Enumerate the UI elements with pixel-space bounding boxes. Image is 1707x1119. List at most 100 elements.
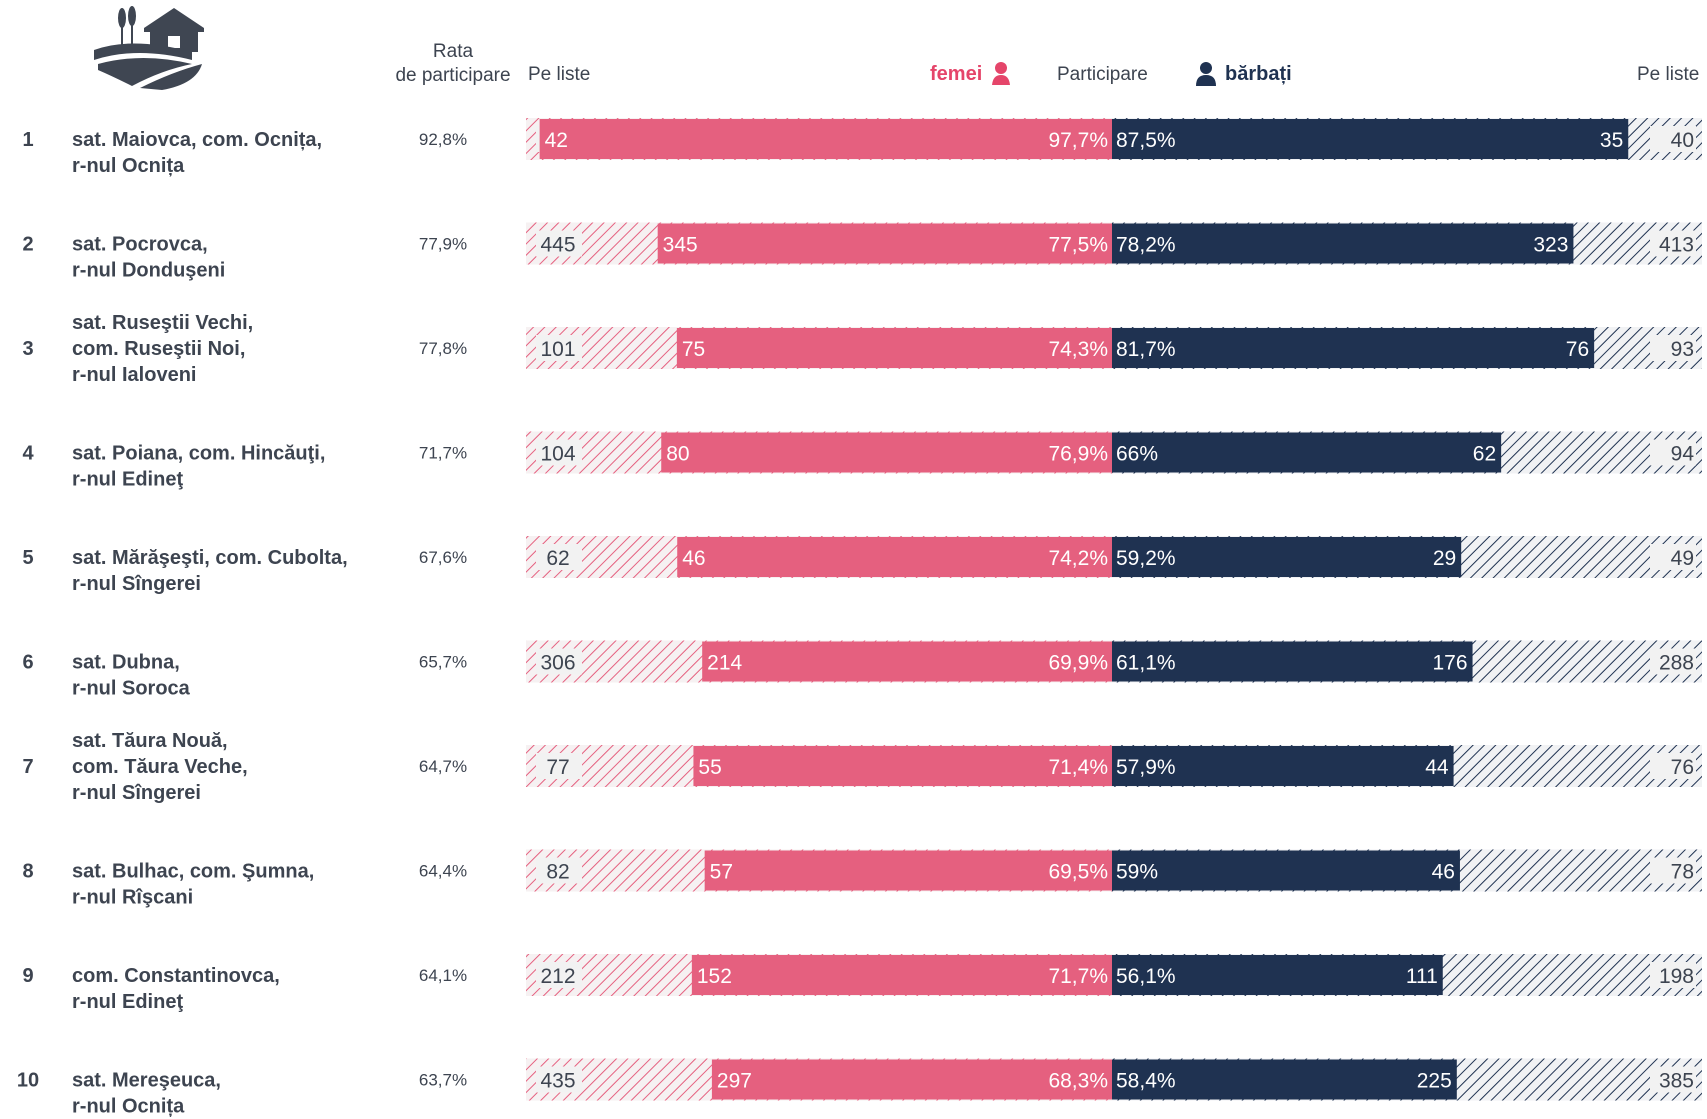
village-name-line: com. Tăura Veche, [72, 756, 248, 778]
village-name-line: r-nul Edineţ [72, 469, 183, 491]
male-legend: bărbați [1195, 61, 1292, 87]
row-rank: 7 [22, 756, 33, 778]
female-voted-bar [677, 537, 1112, 577]
rate-header: Rata de participare [383, 40, 523, 88]
male-list-value: 288 [1659, 652, 1694, 675]
male-pct-value: 81,7% [1116, 338, 1176, 361]
female-voted-bar [539, 119, 1112, 159]
female-voted-bar [676, 328, 1112, 368]
village-name-line: r-nul Rîşcani [72, 887, 193, 909]
row-rank: 8 [22, 861, 33, 883]
village-name-line: com. Ruseştii Noi, [72, 338, 245, 360]
male-pct-value: 66% [1116, 443, 1158, 466]
female-list-value: 104 [540, 443, 575, 466]
male-list-value: 76 [1671, 756, 1694, 779]
female-list-value: 445 [540, 234, 575, 257]
female-list-label-bg [536, 439, 582, 466]
female-voted-bar [711, 1059, 1112, 1100]
participation-rate: 64,1% [419, 966, 467, 985]
female-voted-value: 57 [710, 861, 733, 884]
female-list-label-bg [536, 1066, 582, 1093]
female-person-icon [992, 62, 1011, 85]
female-voted-value: 214 [707, 652, 742, 675]
female-voted-value: 297 [717, 1070, 752, 1093]
female-voted-value: 46 [682, 547, 705, 570]
male-person-icon [1196, 62, 1216, 86]
female-voted-value: 55 [698, 756, 721, 779]
male-voted-bar [1112, 850, 1460, 891]
female-voted-bar [704, 850, 1112, 891]
row-rank: 4 [22, 443, 34, 465]
female-list-value: 101 [540, 338, 575, 361]
participation-rate: 64,7% [419, 757, 467, 776]
female-list-value: 306 [540, 652, 575, 675]
village-name-line: sat. Bulhac, com. Şumna, [72, 861, 314, 883]
village-name-line: sat. Dubna, [72, 652, 180, 674]
village-name-line: r-nul Soroca [72, 678, 191, 700]
male-list-value: 78 [1671, 861, 1694, 884]
row-rank: 6 [22, 652, 33, 674]
male-legend-label: bărbați [1225, 62, 1292, 85]
row-rank: 10 [17, 1070, 39, 1092]
male-list-value: 49 [1671, 547, 1694, 570]
village-name-line: r-nul Ocnița [72, 1096, 185, 1118]
female-pct-value: 76,9% [1048, 443, 1108, 466]
male-voted-value: 225 [1417, 1070, 1452, 1093]
village-name-line: sat. Mereşeuca, [72, 1070, 221, 1092]
village-name-line: sat. Mărăşeşti, com. Cubolta, [72, 547, 348, 569]
rate-header-line1: Rata [432, 41, 474, 62]
male-list-label-bg [1650, 962, 1696, 988]
female-voted-value: 80 [666, 443, 689, 466]
female-list-value: 82 [546, 861, 569, 884]
male-pct-value: 87,5% [1116, 129, 1176, 152]
male-voted-bar [1112, 223, 1574, 264]
female-list-value: 77 [546, 756, 569, 779]
participation-rate: 92,8% [419, 130, 467, 149]
male-list-value: 413 [1659, 234, 1694, 257]
male-list-label-bg [1650, 648, 1696, 675]
male-list-label-bg [1650, 857, 1696, 884]
male-voted-bar [1112, 119, 1629, 159]
male-voted-bar [1112, 746, 1454, 786]
female-pct-value: 71,4% [1048, 756, 1108, 779]
female-pct-value: 68,3% [1048, 1070, 1108, 1093]
participation-rate: 64,4% [419, 862, 467, 881]
male-list-label-bg [1650, 335, 1696, 361]
male-list-value: 40 [1671, 129, 1694, 152]
male-voted-value: 76 [1566, 338, 1589, 361]
female-list-label-bg [536, 335, 582, 361]
village-name-line: sat. Pocrovca, [72, 234, 208, 256]
male-pct-value: 59% [1116, 861, 1158, 884]
male-pct-value: 58,4% [1116, 1070, 1176, 1093]
female-voted-bar [693, 746, 1112, 786]
female-list-label-bg [536, 962, 582, 988]
male-pct-value: 59,2% [1116, 547, 1176, 570]
male-list-value: 198 [1659, 965, 1694, 988]
female-list-label-bg [536, 857, 582, 884]
male-list-value: 385 [1659, 1070, 1694, 1093]
male-voted-value: 46 [1432, 861, 1455, 884]
row-rank: 3 [22, 338, 33, 360]
female-list-label-bg [536, 648, 582, 675]
female-voted-value: 75 [682, 338, 705, 361]
female-list-value: 62 [546, 547, 569, 570]
male-voted-value: 29 [1433, 547, 1456, 570]
male-voted-value: 44 [1425, 756, 1449, 779]
row-rank: 2 [22, 234, 33, 256]
female-pct-value: 74,2% [1048, 547, 1108, 570]
male-list-label-bg [1650, 126, 1696, 152]
female-voted-bar [661, 432, 1112, 473]
participation-header: Participare [1057, 64, 1148, 85]
male-pct-value: 57,9% [1116, 756, 1176, 779]
village-name-line: r-nul Edineţ [72, 991, 183, 1013]
village-name-line: sat. Maiovca, com. Ocnița, [72, 129, 322, 151]
female-list-label-bg [536, 544, 582, 570]
village-house-icon [94, 6, 204, 90]
male-pct-value: 56,1% [1116, 965, 1176, 988]
participation-rate: 71,7% [419, 444, 467, 463]
female-list-label-bg [536, 230, 582, 257]
female-voted-bar [691, 955, 1112, 995]
row-rank: 1 [22, 129, 33, 151]
female-legend: femei [930, 61, 1012, 87]
female-voted-bar [702, 641, 1112, 682]
